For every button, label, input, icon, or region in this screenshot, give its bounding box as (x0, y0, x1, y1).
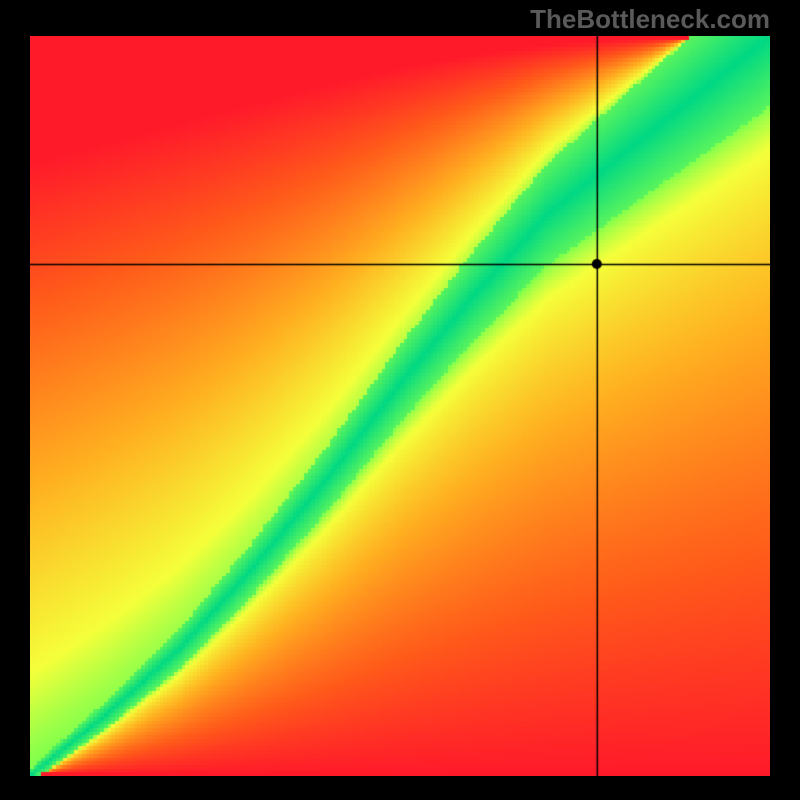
chart-container: TheBottleneck.com (0, 0, 800, 800)
watermark-text: TheBottleneck.com (530, 4, 770, 35)
bottleneck-heatmap (30, 36, 770, 776)
